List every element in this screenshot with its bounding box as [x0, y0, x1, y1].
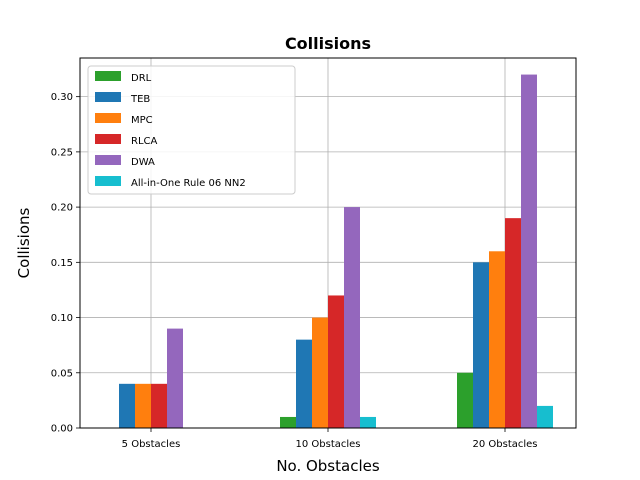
bar-mpc-2 [489, 251, 505, 428]
bar-teb-0 [119, 383, 135, 428]
bar-teb-1 [296, 339, 312, 428]
chart-title: Collisions [285, 34, 371, 53]
legend-label: All-in-One Rule 06 NN2 [131, 178, 246, 189]
legend-label: TEB [130, 94, 150, 105]
legend-box [87, 65, 296, 195]
y-tick-label: 0.30 [51, 92, 73, 103]
bar-rlca-1 [328, 295, 344, 428]
y-tick-label: 0.05 [51, 368, 73, 379]
bar-all-in-one-rule-06-nn2-2 [537, 405, 553, 428]
bar-drl-2 [457, 372, 473, 428]
y-tick-label: 0.10 [51, 313, 73, 324]
legend-swatch [95, 176, 121, 186]
legend-swatch [95, 113, 121, 123]
x-tick-label: 5 Obstacles [122, 439, 181, 450]
x-tick-label: 20 Obstacles [472, 439, 537, 450]
legend-swatch [95, 155, 121, 165]
bar-all-in-one-rule-06-nn2-1 [360, 416, 376, 428]
legend-label: DRL [131, 73, 152, 84]
legend-label: DWA [131, 157, 155, 168]
bar-mpc-0 [135, 383, 151, 428]
x-axis-title: No. Obstacles [276, 457, 380, 475]
y-tick-label: 0.25 [51, 147, 73, 158]
bar-rlca-0 [151, 383, 167, 428]
bar-dwa-0 [167, 328, 183, 428]
x-tick-label: 10 Obstacles [295, 439, 360, 450]
legend: DRL TEB MPC RLCA DWA All-in-One Rule 06 NN2 [87, 65, 296, 195]
bar-dwa-2 [521, 74, 537, 428]
bar-rlca-2 [505, 218, 521, 428]
bar-teb-2 [473, 262, 489, 428]
bar-layer [119, 74, 553, 428]
y-tick-label: 0.20 [51, 203, 73, 214]
bar-mpc-1 [312, 317, 328, 428]
y-tick-label: 0.15 [51, 258, 73, 269]
y-axis-title: Collisions [15, 208, 33, 279]
y-tick-label: 0.00 [51, 424, 73, 435]
legend-swatch [95, 134, 121, 144]
legend-label: RLCA [131, 136, 158, 147]
bar-drl-1 [280, 416, 296, 428]
legend-swatch [95, 71, 121, 81]
legend-swatch [95, 92, 121, 102]
legend-label: MPC [131, 115, 153, 126]
bar-dwa-1 [344, 207, 360, 428]
tick-layer: 0.00 0.05 0.10 0.15 0.20 0.25 0.30 5 Obstacles 1… [51, 92, 538, 450]
